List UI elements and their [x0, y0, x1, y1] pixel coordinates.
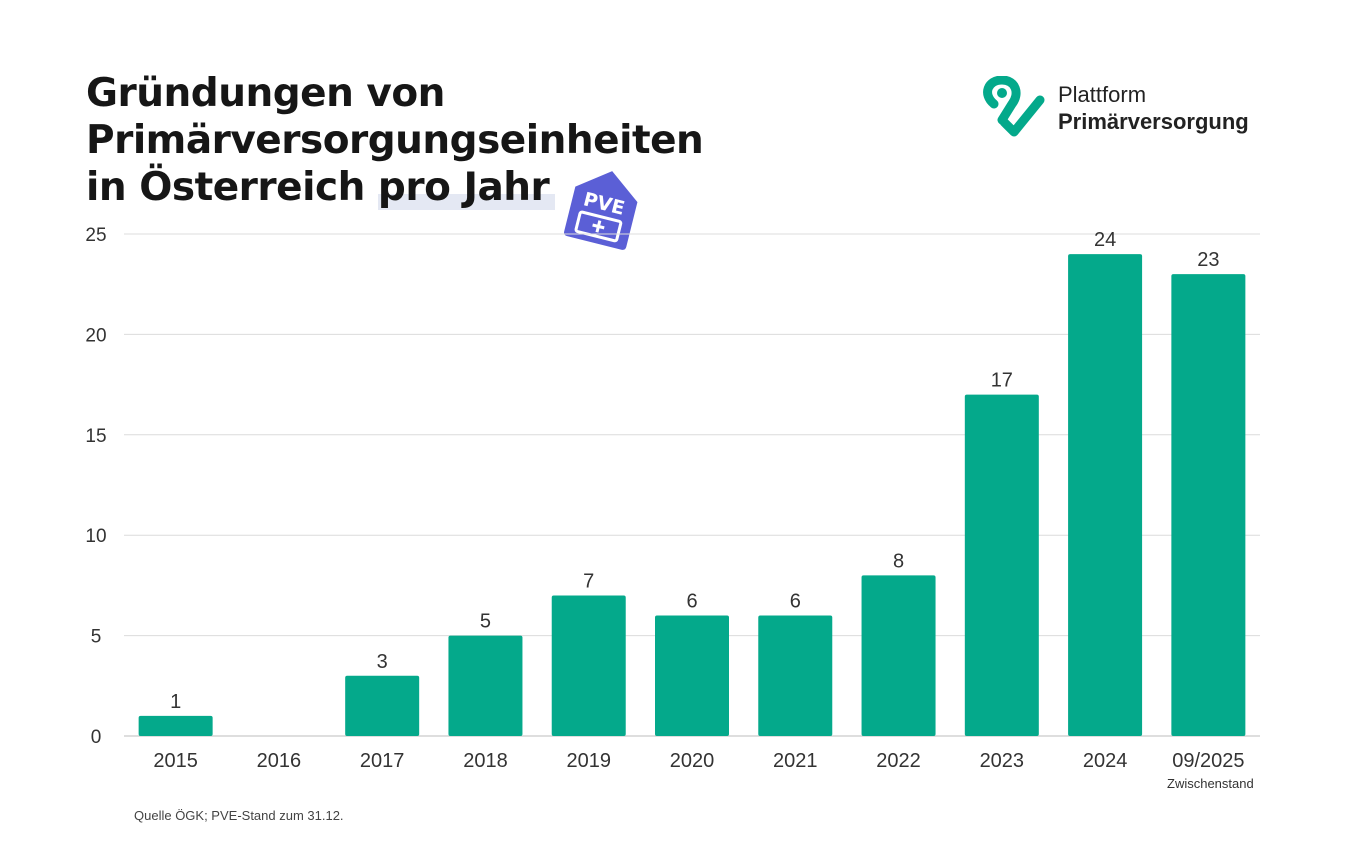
data-label: 6 [790, 591, 801, 613]
data-label: 8 [893, 550, 904, 572]
y-tick-label: 25 [85, 225, 106, 246]
x-tick-label: 2019 [566, 750, 611, 772]
bar [655, 615, 729, 736]
title-line-1: Gründungen von [86, 71, 445, 116]
chart-title: Gründungen von Primärversorgungseinheite… [86, 70, 806, 211]
data-label: 5 [480, 611, 491, 633]
title-highlight: pro Jahr [377, 165, 556, 210]
data-label: 17 [991, 370, 1013, 392]
x-tick-label: 2015 [153, 750, 198, 772]
bar [138, 715, 213, 736]
pv-check-logo-icon [983, 76, 1045, 137]
x-tick-label: 2023 [980, 750, 1025, 772]
bar [964, 394, 1039, 736]
bar [1068, 254, 1143, 736]
x-tick-note: Zwischenstand [1167, 776, 1254, 791]
bar [861, 575, 936, 736]
bar [551, 595, 626, 736]
source-note: Quelle ÖGK; PVE-Stand zum 31.12. [134, 808, 344, 823]
y-tick-label: 15 [85, 426, 106, 447]
data-label: 6 [686, 591, 697, 613]
data-label: 7 [583, 570, 594, 592]
x-tick-label: 2021 [773, 750, 818, 772]
title-line-2: Primärversorgungseinheiten [86, 118, 704, 163]
platform-logo: Plattform Primärversorgung [980, 76, 1280, 140]
y-tick-label: 5 [91, 627, 102, 648]
title-line-3-start: in Österreich [86, 165, 378, 210]
x-tick-label: 2017 [360, 750, 405, 772]
pve-badge-icon: PVE [562, 166, 644, 250]
x-tick-label: 2024 [1083, 750, 1128, 772]
x-tick-label: 2020 [670, 750, 715, 772]
logo-line-2: Primärversorgung [1058, 109, 1249, 134]
x-tick-label: 09/2025 [1172, 750, 1244, 772]
data-label: 23 [1197, 249, 1219, 271]
x-tick-label: 2022 [876, 750, 921, 772]
data-label: 24 [1094, 229, 1116, 251]
logo-line-1: Plattform [1058, 82, 1147, 107]
x-tick-label: 2018 [463, 750, 508, 772]
title-line-3: in Österreich pro Jahr [86, 164, 806, 211]
bar [1171, 274, 1246, 736]
y-tick-label: 0 [91, 727, 102, 748]
data-label: 3 [377, 651, 388, 673]
y-tick-label: 20 [85, 325, 106, 346]
bar [448, 635, 523, 736]
y-tick-label: 10 [85, 526, 106, 547]
data-label: 1 [170, 691, 181, 713]
bar [345, 675, 420, 736]
x-tick-label: 2016 [257, 750, 302, 772]
bar [758, 615, 833, 736]
